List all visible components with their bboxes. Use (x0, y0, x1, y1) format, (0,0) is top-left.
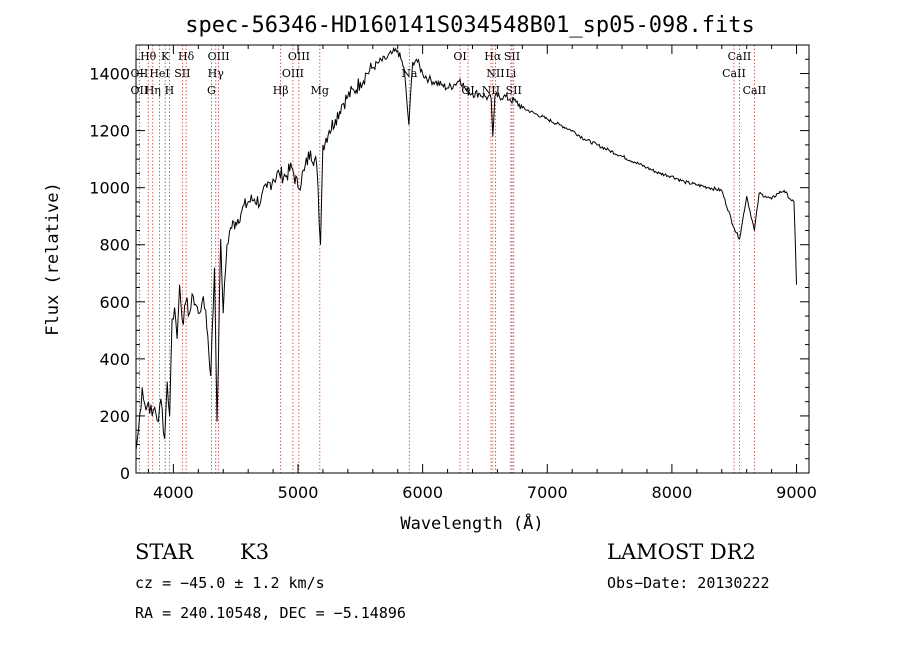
line-label: OIII (208, 50, 230, 63)
line-label: Hδ (178, 50, 195, 63)
redshift-cz: cz = −45.0 ± 1.2 km/s (135, 574, 325, 592)
line-label: OIII (282, 67, 304, 80)
flux-series (135, 46, 797, 451)
line-label: CaII (743, 84, 767, 97)
line-label: CaII (728, 50, 752, 63)
survey-name: LAMOST DR2 (607, 540, 756, 564)
x-tick-label: 5000 (278, 483, 319, 502)
x-tick-label: 9000 (776, 483, 817, 502)
line-label: SII (504, 50, 520, 63)
x-axis: 4000 5000 6000 7000 8000 9000 (147, 45, 817, 502)
x-tick-label: 7000 (527, 483, 568, 502)
x-tick-label: 4000 (153, 483, 194, 502)
obs-date: Obs−Date: 20130222 (607, 574, 770, 592)
y-tick-label: 200 (99, 407, 130, 426)
line-label: HeI (149, 67, 169, 80)
line-label: Hη (145, 84, 161, 97)
line-label: NII (486, 67, 504, 80)
x-tick-label: 6000 (402, 483, 443, 502)
y-tick-label: 0 (120, 464, 130, 483)
line-label: H (165, 84, 175, 97)
line-label: Hγ (208, 67, 225, 80)
line-label: Hβ (273, 84, 289, 97)
line-label: Hα (484, 50, 502, 63)
line-label: SII (174, 67, 190, 80)
y-tick-label: 1400 (89, 65, 130, 84)
line-label: SII (506, 84, 522, 97)
y-tick-label: 400 (99, 350, 130, 369)
object-class: STAR (135, 540, 194, 564)
line-label: Mg (311, 84, 329, 97)
ra-dec: RA = 240.10548, DEC = −5.14896 (135, 604, 406, 622)
x-tick-label: 8000 (652, 483, 693, 502)
line-label: CaII (722, 67, 746, 80)
chart-title: spec-56346-HD160141S034548B01_sp05-098.f… (185, 13, 755, 38)
y-tick-label: 600 (99, 293, 130, 312)
line-label: OI (453, 50, 466, 63)
y-tick-label: 1000 (89, 179, 130, 198)
line-label: K (161, 50, 170, 63)
line-label: Li (505, 67, 516, 80)
flux-line (135, 46, 797, 451)
y-tick-label: 1200 (89, 122, 130, 141)
line-label: OII (131, 84, 149, 97)
y-axis: 0 200 400 600 800 1000 1200 1400 (89, 58, 809, 483)
object-subclass: K3 (240, 540, 270, 564)
plot-frame (135, 44, 810, 474)
line-label: Hθ (140, 50, 157, 63)
x-axis-label: Wavelength (Å) (400, 512, 543, 534)
y-tick-label: 800 (99, 236, 130, 255)
line-label: G (207, 84, 216, 97)
line-label: OIII (288, 50, 310, 63)
y-axis-label: Flux (relative) (43, 182, 63, 336)
